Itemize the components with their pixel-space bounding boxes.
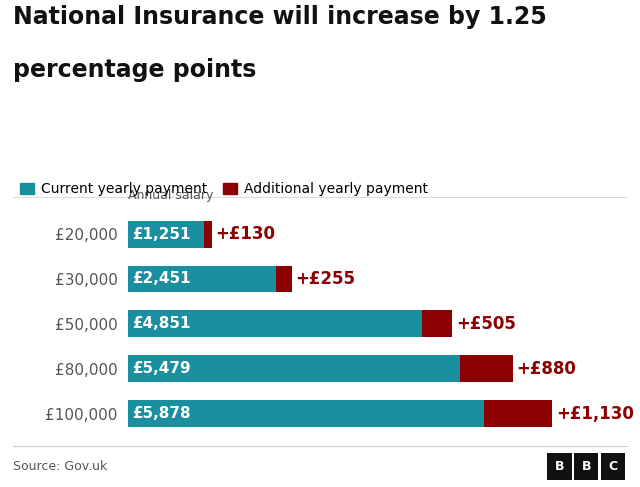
Bar [204,221,212,247]
Text: +£255: +£255 [296,270,355,288]
Bar [484,400,552,427]
Bar [422,310,452,337]
Text: C: C [609,460,618,473]
Text: £5,479: £5,479 [132,361,190,376]
Text: percentage points: percentage points [13,58,256,82]
Text: £1,251: £1,251 [132,226,190,242]
Bar [460,356,513,382]
Text: +£130: +£130 [215,225,275,243]
Bar [128,310,422,337]
Text: £4,851: £4,851 [132,317,190,331]
Text: +£880: +£880 [516,360,577,378]
Text: Annual salary: Annual salary [128,189,213,202]
Bar [128,265,276,292]
Text: B: B [582,460,591,473]
Text: £2,451: £2,451 [132,271,190,286]
Text: B: B [555,460,564,473]
Bar [276,265,292,292]
Text: National Insurance will increase by 1.25: National Insurance will increase by 1.25 [13,5,547,29]
Legend: Current yearly payment, Additional yearly payment: Current yearly payment, Additional yearl… [20,182,428,196]
Bar [128,221,204,247]
Text: +£1,130: +£1,130 [556,405,634,423]
Bar [128,356,460,382]
Text: Source: Gov.uk: Source: Gov.uk [13,460,107,473]
Text: £5,878: £5,878 [132,406,190,421]
Bar [128,400,484,427]
Text: +£505: +£505 [456,315,516,333]
